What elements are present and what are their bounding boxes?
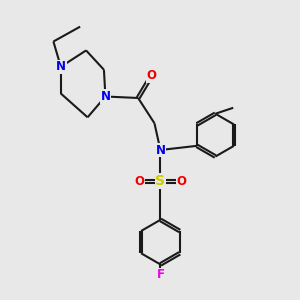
Text: N: N (100, 90, 110, 103)
Text: S: S (155, 174, 165, 188)
Text: O: O (134, 175, 144, 188)
Text: F: F (156, 268, 164, 281)
Text: O: O (146, 69, 157, 82)
Text: N: N (56, 60, 66, 73)
Text: N: N (155, 143, 165, 157)
Text: O: O (177, 175, 187, 188)
